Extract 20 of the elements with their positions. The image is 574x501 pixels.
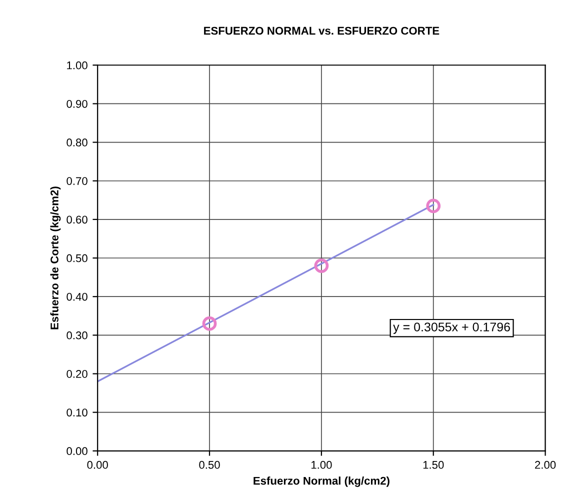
chart-title: ESFUERZO NORMAL vs. ESFUERZO CORTE — [204, 26, 440, 35]
y-axis-title: Esfuerzo de Corte (kg/cm2) — [50, 186, 61, 330]
y-tick-label: 0.80 — [66, 138, 88, 146]
y-tick-label: 0.70 — [66, 177, 88, 185]
y-tick-label: 0.00 — [66, 447, 88, 456]
x-axis-title: Esfuerzo Normal (kg/cm2) — [254, 476, 390, 487]
y-tick-label: 0.90 — [66, 100, 88, 108]
annotation: y = 0.3055x + 0.1796 — [393, 322, 510, 334]
y-tick-label: 0.50 — [66, 254, 88, 262]
y-tick-label: 0.60 — [66, 216, 88, 224]
x-tick-label: 2.00 — [535, 460, 556, 469]
y-tick-label: 1.00 — [67, 61, 88, 70]
x-tick-label: 0.00 — [87, 460, 108, 469]
y-tick-label: 0.10 — [66, 408, 88, 416]
x-tick-label: 1.00 — [311, 460, 332, 469]
y-tick-label: 0.30 — [66, 331, 88, 340]
x-tick-label: 0.50 — [199, 460, 220, 469]
x-tick-label: 1.50 — [423, 460, 444, 469]
y-tick-label: 0.20 — [66, 370, 88, 378]
y-tick-label: 0.40 — [66, 292, 88, 301]
